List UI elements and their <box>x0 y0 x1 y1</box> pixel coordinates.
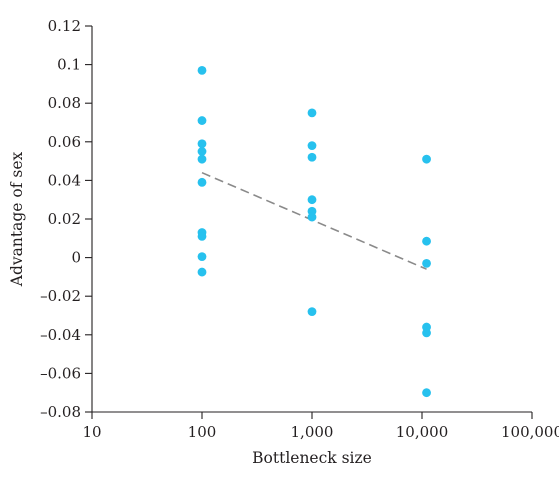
y-axis-title: Advantage of sex <box>8 152 26 288</box>
data-point <box>197 147 207 156</box>
y-tick-label: 0.1 <box>57 56 81 74</box>
y-tick-label: –0.08 <box>40 403 81 421</box>
x-axis-title: Bottleneck size <box>252 449 372 467</box>
y-tick-label: 0.04 <box>48 171 81 189</box>
data-points <box>197 65 431 398</box>
x-tick-label: 1,000 <box>291 423 334 441</box>
data-point <box>307 141 317 151</box>
y-tick-label: –0.02 <box>40 287 81 305</box>
y-tick-label: –0.06 <box>40 364 81 382</box>
data-point <box>307 152 317 162</box>
data-point <box>422 154 431 164</box>
y-tick-label: 0.08 <box>48 94 81 112</box>
data-point <box>197 231 207 241</box>
x-tick-label: 100,000 <box>501 423 559 441</box>
data-point <box>422 258 431 268</box>
data-point <box>307 212 317 222</box>
y-axis-ticks: –0.08 –0.06 –0.04 –0.02 0 0.02 0.04 0.06 0.08 0.1… <box>40 17 92 421</box>
y-tick-label: 0 <box>71 249 81 267</box>
data-point <box>307 108 317 118</box>
data-point <box>197 65 207 75</box>
data-point <box>197 116 207 125</box>
x-tick-label: 10 <box>82 423 101 441</box>
data-point <box>307 307 317 317</box>
x-tick-label: 100 <box>188 423 217 441</box>
y-tick-label: 0.12 <box>48 17 81 35</box>
data-point <box>307 195 317 205</box>
data-point <box>422 388 431 398</box>
y-tick-label: 0.06 <box>48 133 81 151</box>
data-point <box>197 154 207 164</box>
y-tick-label: 0.02 <box>48 210 81 228</box>
data-point <box>197 139 207 149</box>
x-axis-ticks: 10 100 1,000 10,000 100,000 <box>82 412 559 441</box>
y-tick-label: –0.04 <box>40 326 81 344</box>
data-point <box>197 252 207 262</box>
data-point <box>197 267 207 277</box>
trend-line <box>201 171 427 270</box>
data-point <box>422 236 431 246</box>
data-point <box>422 328 431 338</box>
data-point <box>197 177 207 187</box>
x-tick-label: 10,000 <box>396 423 449 441</box>
